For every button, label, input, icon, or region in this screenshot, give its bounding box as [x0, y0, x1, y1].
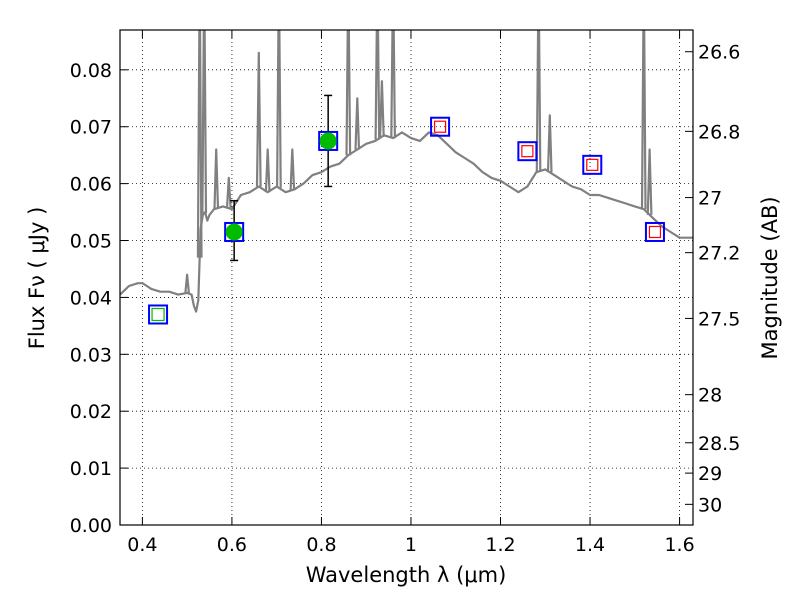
model-photometry-box [582, 154, 603, 175]
emission-line [390, 30, 396, 139]
y-tick-label: 0.06 [70, 174, 112, 196]
y-tick-label: 0.03 [70, 344, 112, 366]
y-axis-label: Flux Fν ( μJy ) [25, 207, 49, 350]
emission-line [201, 30, 208, 214]
model-photometry-box [517, 141, 538, 162]
grid [120, 30, 693, 526]
y-tick-label: 0.07 [70, 117, 112, 139]
model-spectrum-line [120, 131, 693, 313]
x-tick-label: 0.4 [127, 534, 157, 556]
model-photometry-inner [433, 120, 447, 133]
axes: 0.4 0.6 0.8 1 1.2 1.4 1.6 0.00 0.01 0.02 0.03 0.04 0… [70, 30, 740, 556]
model-photometry-inner [151, 307, 165, 322]
emission-line [184, 273, 190, 294]
emission-line [196, 30, 203, 258]
emission-line [374, 30, 381, 140]
mag-tick-label: 27 [698, 188, 722, 210]
x-tick-label: 1.6 [664, 534, 694, 556]
mag-tick-label: 30 [698, 494, 722, 516]
observed-point [319, 132, 337, 150]
mag-tick-label: 28 [698, 385, 722, 407]
y2-axis-label: Magnitude (AB) [758, 196, 782, 359]
y-tick-label: 0.05 [70, 231, 112, 253]
x-tick-label: 0.6 [217, 534, 247, 556]
model-photometry-box [224, 221, 245, 242]
emission-line [225, 176, 232, 209]
emission-line [354, 97, 361, 150]
model-photometry-box [644, 221, 665, 242]
mag-tick-label: 26.8 [698, 121, 740, 143]
y-tick-label: 0.00 [70, 515, 112, 537]
emission-line [289, 148, 296, 191]
emission-line [276, 30, 282, 188]
observed-point [225, 223, 243, 241]
emission-line [379, 80, 385, 137]
x-axis-label: Wavelength λ (μm) [306, 563, 507, 587]
mag-tick-label: 26.6 [698, 42, 740, 64]
y-tick-label: 0.02 [70, 401, 112, 423]
mag-tick-label: 27.5 [698, 308, 740, 330]
model-photometry-box [430, 116, 451, 137]
emission-line [345, 30, 352, 156]
emission-line [546, 114, 553, 173]
mag-tick-label: 29 [698, 463, 722, 485]
plot-frame [119, 29, 694, 526]
model-photometry-inner [648, 225, 662, 239]
plot-area [120, 30, 693, 325]
y-tick-label: 0.01 [70, 458, 112, 480]
mag-tick-label: 27.2 [698, 243, 740, 265]
emission-line [213, 148, 220, 209]
x-tick-label: 1.4 [575, 534, 605, 556]
model-photometry-inner [521, 145, 534, 158]
emission-line [640, 30, 647, 210]
emission-line [646, 148, 653, 215]
model-photometry-inner [586, 158, 599, 171]
emission-line [255, 51, 262, 187]
x-tick-label: 1.2 [485, 534, 515, 556]
y-tick-label: 0.08 [70, 60, 112, 82]
emission-line [264, 148, 271, 193]
x-tick-label: 1 [405, 534, 417, 556]
model-photometry-box [318, 130, 339, 151]
emission-line [535, 30, 542, 172]
mag-tick-label: 28.5 [698, 433, 740, 455]
model-photometry-box [148, 304, 169, 325]
y-tick-label: 0.04 [70, 287, 112, 309]
x-tick-label: 0.8 [306, 534, 336, 556]
